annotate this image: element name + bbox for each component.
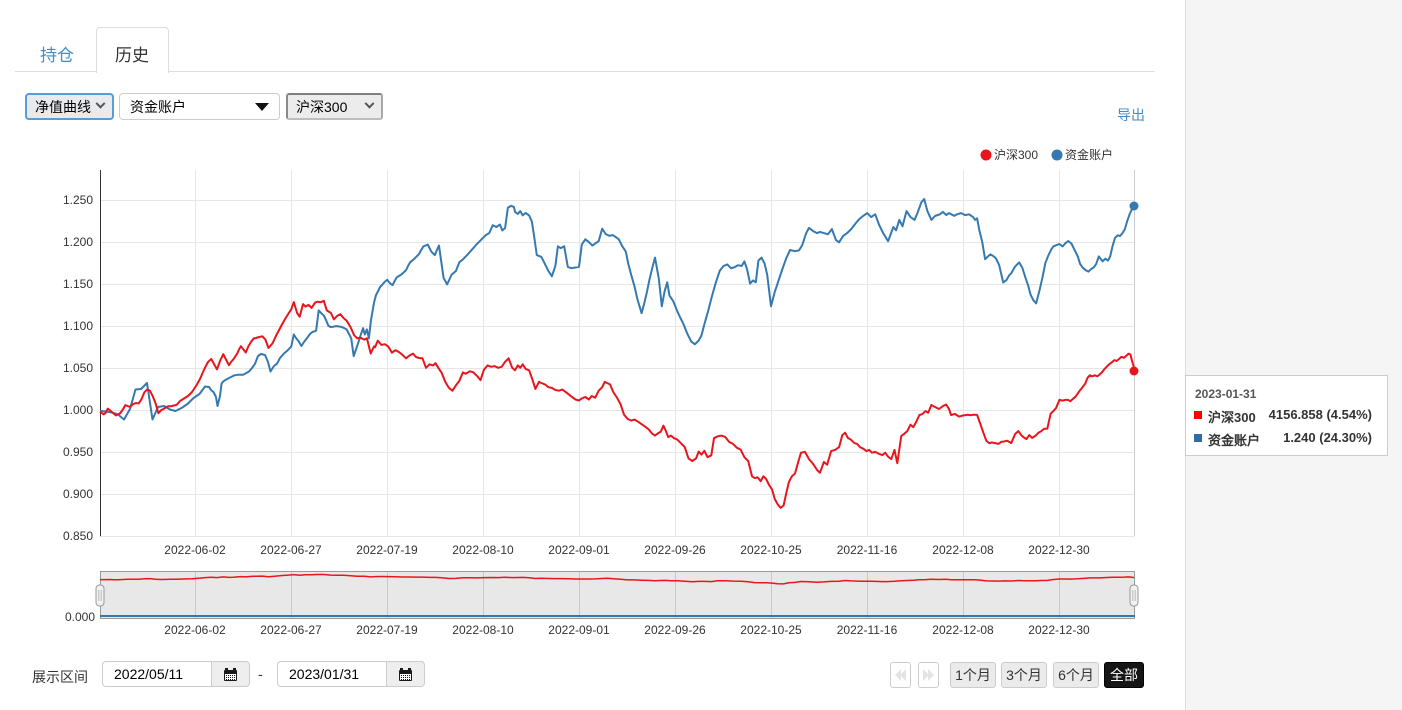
svg-text:2022-09-01: 2022-09-01 <box>548 543 610 557</box>
svg-text:0.900: 0.900 <box>63 487 93 501</box>
svg-text:2022-12-30: 2022-12-30 <box>1028 623 1090 637</box>
svg-text:2022-06-27: 2022-06-27 <box>260 543 322 557</box>
svg-text:沪深300: 沪深300 <box>994 148 1038 162</box>
svg-text:2022-11-16: 2022-11-16 <box>837 623 898 637</box>
svg-text:2022-09-26: 2022-09-26 <box>644 543 706 557</box>
svg-text:资金账户: 资金账户 <box>1065 147 1113 162</box>
svg-text:2022-12-30: 2022-12-30 <box>1028 543 1090 557</box>
svg-text:1.150: 1.150 <box>63 277 93 291</box>
svg-text:1.050: 1.050 <box>63 361 93 375</box>
svg-text:2022-12-08: 2022-12-08 <box>932 623 994 637</box>
svg-text:2022-07-19: 2022-07-19 <box>356 623 418 637</box>
svg-text:0.950: 0.950 <box>63 445 93 459</box>
svg-text:0.850: 0.850 <box>63 529 93 543</box>
svg-text:2022-11-16: 2022-11-16 <box>837 543 898 557</box>
svg-text:2022-06-02: 2022-06-02 <box>164 623 226 637</box>
svg-text:2022-10-25: 2022-10-25 <box>740 623 802 637</box>
svg-text:2022-09-01: 2022-09-01 <box>548 623 610 637</box>
svg-text:1.200: 1.200 <box>63 235 93 249</box>
svg-text:2022-06-02: 2022-06-02 <box>164 543 226 557</box>
svg-text:2022-10-25: 2022-10-25 <box>740 543 802 557</box>
svg-text:1.250: 1.250 <box>63 193 93 207</box>
svg-text:1.100: 1.100 <box>63 319 93 333</box>
svg-text:2022-09-26: 2022-09-26 <box>644 623 706 637</box>
svg-text:2022-12-08: 2022-12-08 <box>932 543 994 557</box>
svg-text:2022-06-27: 2022-06-27 <box>260 623 322 637</box>
svg-text:2022-08-10: 2022-08-10 <box>452 543 514 557</box>
svg-text:2022-07-19: 2022-07-19 <box>356 543 418 557</box>
svg-text:2022-08-10: 2022-08-10 <box>452 623 514 637</box>
svg-text:0.000: 0.000 <box>65 610 95 624</box>
svg-text:1.000: 1.000 <box>63 403 93 417</box>
